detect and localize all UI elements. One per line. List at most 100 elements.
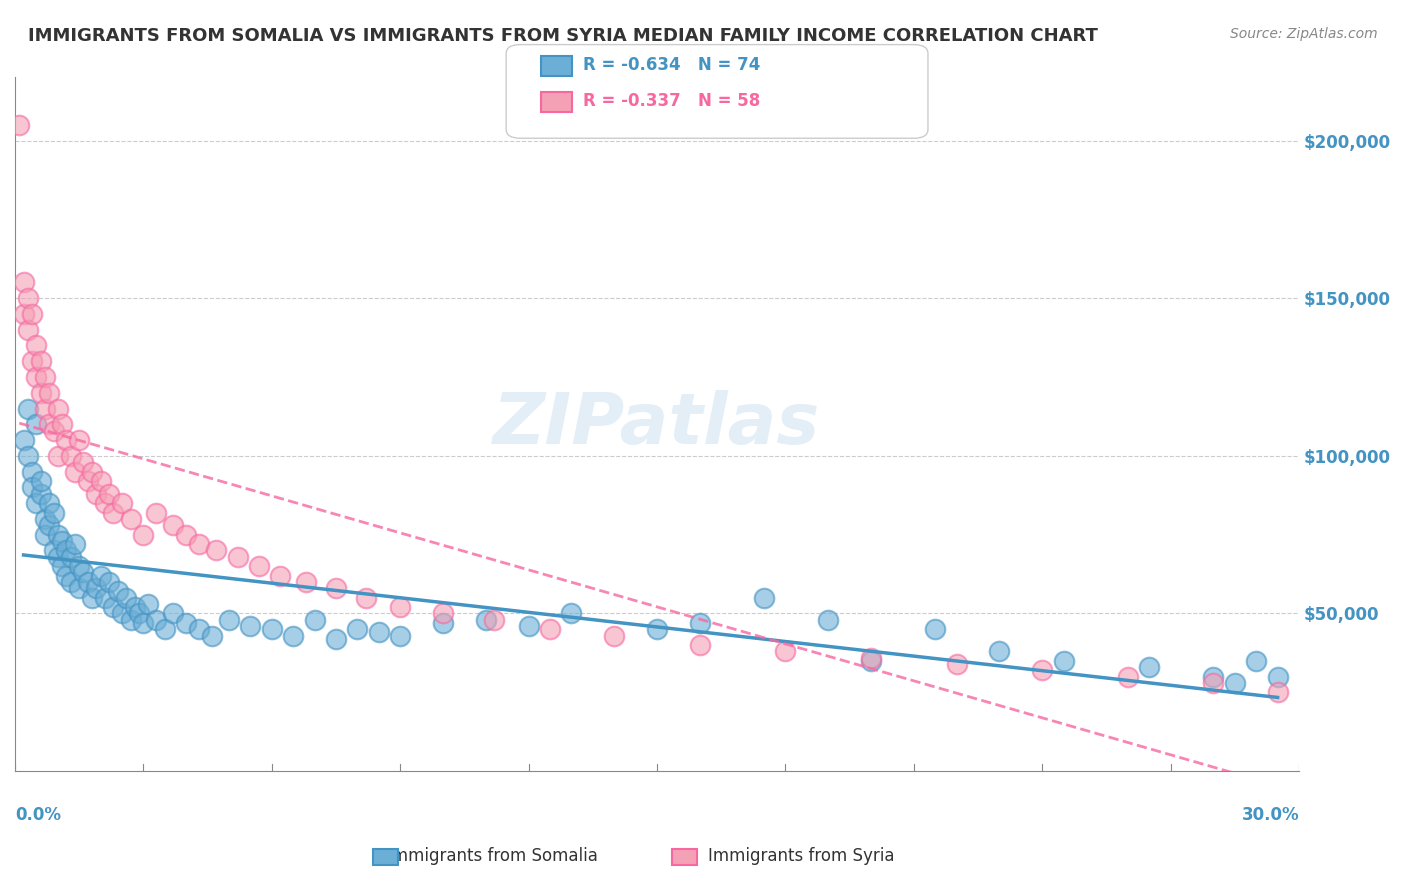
- Point: [103, 600, 125, 615]
- Point: [46, 527, 69, 541]
- Point: [120, 613, 142, 627]
- Point: [103, 506, 125, 520]
- Point: [98, 574, 121, 589]
- Point: [517, 619, 540, 633]
- Point: [63, 537, 86, 551]
- Point: [325, 581, 347, 595]
- Point: [752, 591, 775, 605]
- Text: R = -0.337   N = 58: R = -0.337 N = 58: [583, 92, 761, 110]
- Point: [86, 486, 108, 500]
- Point: [945, 657, 967, 671]
- Point: [226, 549, 249, 564]
- Point: [201, 629, 224, 643]
- Point: [51, 559, 73, 574]
- Text: ZIPatlas: ZIPatlas: [494, 390, 821, 458]
- Point: [817, 613, 839, 627]
- Point: [153, 622, 176, 636]
- Point: [76, 474, 98, 488]
- Point: [389, 629, 412, 643]
- Point: [59, 449, 82, 463]
- Point: [46, 401, 69, 416]
- Point: [25, 417, 48, 432]
- Point: [21, 465, 44, 479]
- Text: Immigrants from Syria: Immigrants from Syria: [709, 847, 894, 865]
- Point: [80, 591, 103, 605]
- Point: [46, 449, 69, 463]
- Point: [25, 370, 48, 384]
- Point: [30, 486, 52, 500]
- Point: [689, 615, 711, 630]
- Point: [145, 506, 167, 520]
- Point: [42, 506, 65, 520]
- Point: [484, 613, 506, 627]
- Point: [21, 480, 44, 494]
- Point: [120, 512, 142, 526]
- Point: [21, 354, 44, 368]
- Point: [188, 537, 211, 551]
- Point: [38, 496, 60, 510]
- Point: [475, 613, 498, 627]
- Point: [269, 568, 291, 582]
- Point: [162, 607, 184, 621]
- Point: [17, 291, 39, 305]
- Point: [432, 615, 454, 630]
- Point: [1202, 676, 1225, 690]
- Point: [1137, 660, 1160, 674]
- Point: [42, 424, 65, 438]
- Point: [174, 527, 197, 541]
- Point: [72, 566, 94, 580]
- Point: [13, 276, 35, 290]
- Point: [55, 568, 77, 582]
- Point: [162, 518, 184, 533]
- Point: [132, 615, 155, 630]
- Point: [218, 613, 240, 627]
- Point: [59, 574, 82, 589]
- Point: [55, 543, 77, 558]
- Point: [1031, 663, 1053, 677]
- Point: [1267, 685, 1289, 699]
- Point: [38, 417, 60, 432]
- Point: [354, 591, 377, 605]
- Point: [1223, 676, 1246, 690]
- Point: [67, 581, 90, 595]
- Point: [775, 644, 797, 658]
- Point: [30, 474, 52, 488]
- Point: [188, 622, 211, 636]
- Point: [205, 543, 228, 558]
- Point: [432, 607, 454, 621]
- Point: [295, 574, 318, 589]
- Point: [132, 527, 155, 541]
- Point: [145, 613, 167, 627]
- Point: [67, 433, 90, 447]
- Point: [924, 622, 946, 636]
- Point: [94, 591, 117, 605]
- Point: [86, 581, 108, 595]
- Point: [1244, 654, 1267, 668]
- Point: [72, 455, 94, 469]
- Point: [325, 632, 347, 646]
- Point: [34, 512, 56, 526]
- Point: [8, 118, 31, 132]
- Point: [59, 549, 82, 564]
- Point: [560, 607, 582, 621]
- Point: [1052, 654, 1074, 668]
- Point: [51, 417, 73, 432]
- Point: [94, 496, 117, 510]
- Point: [67, 559, 90, 574]
- Point: [51, 533, 73, 548]
- Point: [42, 543, 65, 558]
- Point: [90, 568, 112, 582]
- Point: [645, 622, 668, 636]
- Point: [46, 549, 69, 564]
- Point: [38, 518, 60, 533]
- Point: [1116, 669, 1139, 683]
- Text: Immigrants from Somalia: Immigrants from Somalia: [387, 847, 598, 865]
- Point: [603, 629, 626, 643]
- Point: [13, 307, 35, 321]
- Point: [174, 615, 197, 630]
- Point: [63, 465, 86, 479]
- Point: [13, 433, 35, 447]
- Point: [1202, 669, 1225, 683]
- Point: [30, 354, 52, 368]
- Text: 30.0%: 30.0%: [1241, 805, 1299, 824]
